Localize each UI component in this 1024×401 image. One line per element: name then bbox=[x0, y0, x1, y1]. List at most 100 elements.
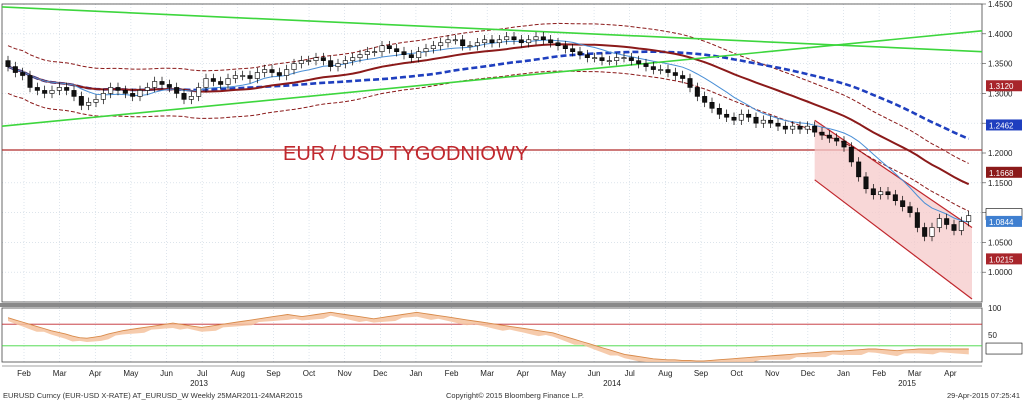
candle-body bbox=[460, 39, 466, 47]
price-channel bbox=[814, 119, 973, 300]
candle-body bbox=[328, 60, 334, 67]
x-month-label: Jul bbox=[625, 369, 635, 378]
candle-body bbox=[188, 96, 194, 100]
candle-body bbox=[687, 78, 693, 88]
y-tick-label: 1.2000 bbox=[988, 149, 1013, 158]
y-axis: 1.45001.40001.35001.30001.25001.20001.15… bbox=[982, 0, 1023, 355]
x-month-label: Feb bbox=[872, 369, 886, 378]
x-month-label: Aug bbox=[231, 369, 245, 378]
candle-body bbox=[929, 227, 935, 237]
indicator-lines bbox=[1, 6, 983, 223]
candle-body bbox=[841, 140, 847, 148]
candle-body bbox=[430, 45, 436, 50]
footer-center: Copyright© 2015 Bloomberg Finance L.P. bbox=[446, 391, 584, 400]
x-month-label: Dec bbox=[801, 369, 815, 378]
candle-body bbox=[885, 191, 891, 196]
candle-body bbox=[496, 39, 502, 44]
candle-body bbox=[944, 218, 950, 225]
candle-body bbox=[64, 87, 70, 91]
value-badge-label: 1.0967 bbox=[989, 211, 1014, 220]
short-moving-average bbox=[7, 39, 969, 223]
candle-body bbox=[20, 72, 26, 76]
candle-body bbox=[320, 57, 326, 61]
candle-body bbox=[826, 134, 832, 139]
value-badge-label: 1.3120 bbox=[989, 82, 1014, 91]
candle-body bbox=[115, 87, 121, 91]
candle-body bbox=[936, 218, 942, 228]
candle-body bbox=[504, 36, 510, 41]
x-month-label: Feb bbox=[17, 369, 31, 378]
value-badge bbox=[986, 119, 1022, 131]
candle-body bbox=[489, 39, 495, 44]
osc-value-badge-label: 24.098 bbox=[989, 345, 1014, 354]
candle-body bbox=[599, 57, 605, 61]
candle-body bbox=[533, 36, 539, 41]
x-month-label: May bbox=[551, 369, 566, 378]
candlesticks bbox=[5, 32, 972, 242]
candle-body bbox=[753, 116, 759, 124]
candle-body bbox=[951, 224, 957, 231]
candle-body bbox=[856, 161, 862, 178]
candle-body bbox=[548, 39, 554, 44]
green-trendline-falling bbox=[1, 6, 983, 53]
candle-body bbox=[570, 48, 576, 52]
candle-body bbox=[650, 66, 656, 70]
x-month-label: Sep bbox=[266, 369, 281, 378]
candle-body bbox=[181, 93, 187, 100]
candle-body bbox=[210, 78, 216, 82]
candle-body bbox=[372, 51, 378, 53]
x-month-label: May bbox=[123, 369, 138, 378]
candle-body bbox=[636, 60, 642, 64]
x-month-label: Dec bbox=[373, 369, 387, 378]
panel-separator bbox=[0, 303, 982, 307]
candle-body bbox=[526, 39, 532, 44]
candle-body bbox=[621, 57, 627, 59]
candle-body bbox=[797, 125, 803, 130]
footer-left: EURUSD Curncy (EUR-USD X-RATE) AT_EURUSD… bbox=[3, 391, 303, 400]
x-month-label: Sep bbox=[694, 369, 709, 378]
x-month-label: Feb bbox=[445, 369, 459, 378]
candle-body bbox=[174, 87, 180, 94]
candle-body bbox=[614, 57, 620, 61]
candle-body bbox=[100, 93, 106, 100]
candle-body bbox=[863, 176, 869, 190]
candle-body bbox=[423, 48, 429, 52]
x-month-label: Jun bbox=[588, 369, 601, 378]
candle-body bbox=[159, 81, 165, 85]
x-month-label: Nov bbox=[338, 369, 352, 378]
oscillator-panel bbox=[2, 311, 982, 362]
candle-body bbox=[262, 69, 268, 73]
candle-body bbox=[291, 63, 297, 70]
candle-body bbox=[364, 51, 370, 55]
value-badge-label: 1.0844 bbox=[989, 218, 1014, 227]
candle-body bbox=[12, 66, 18, 73]
y-tick-label: 1.3500 bbox=[988, 60, 1013, 69]
x-month-label: Jan bbox=[837, 369, 850, 378]
x-year-label: 2015 bbox=[898, 379, 916, 388]
candle-body bbox=[203, 78, 209, 88]
candle-body bbox=[658, 69, 664, 71]
candle-body bbox=[71, 90, 77, 97]
x-month-label: Aug bbox=[658, 369, 672, 378]
x-month-label: Jan bbox=[409, 369, 422, 378]
candle-body bbox=[56, 87, 62, 91]
osc-line bbox=[7, 311, 969, 362]
candle-body bbox=[240, 75, 246, 77]
osc-tick-label: 100 bbox=[988, 304, 1002, 313]
candle-body bbox=[445, 39, 451, 44]
candle-body bbox=[276, 72, 282, 76]
candle-body bbox=[511, 36, 517, 41]
x-month-label: Oct bbox=[730, 369, 743, 378]
candle-body bbox=[247, 75, 253, 79]
candle-body bbox=[518, 39, 524, 44]
candle-body bbox=[577, 51, 583, 55]
candle-body bbox=[584, 54, 590, 58]
y-tick-label: 1.0000 bbox=[988, 268, 1013, 277]
x-month-label: Nov bbox=[765, 369, 779, 378]
x-year-label: 2014 bbox=[603, 379, 621, 388]
candle-body bbox=[731, 116, 737, 121]
candle-body bbox=[834, 137, 840, 142]
candle-body bbox=[848, 146, 854, 163]
osc-fill bbox=[8, 312, 969, 362]
